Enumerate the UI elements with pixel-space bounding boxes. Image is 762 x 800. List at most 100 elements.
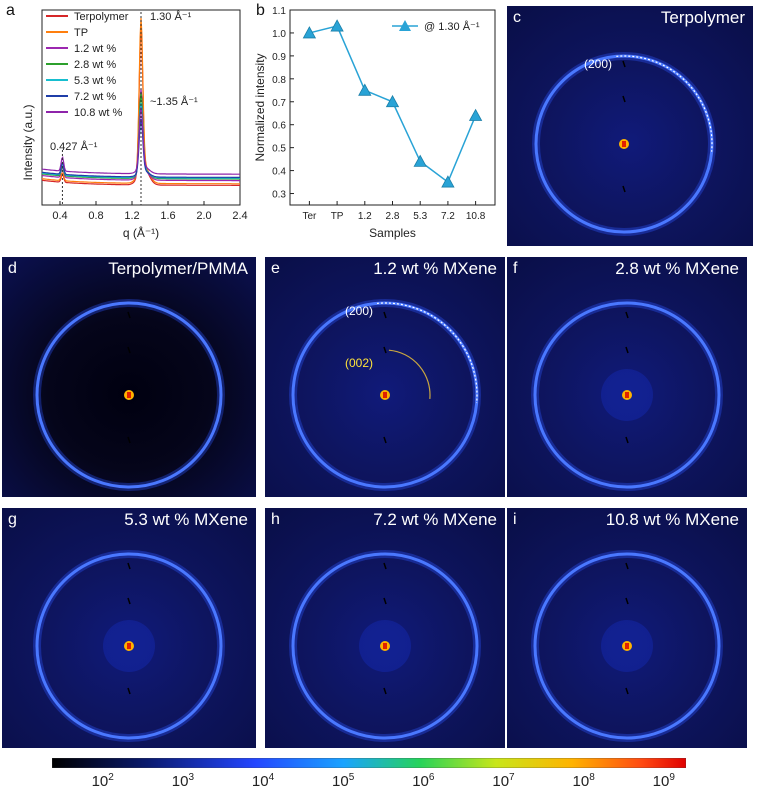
saxs-image-c: (200) (507, 6, 753, 246)
colorbar-tick-label: 104 (251, 772, 275, 790)
y-tick-label-b: 0.5 (272, 144, 286, 155)
saxs-title-h: 7.2 wt % MXene (373, 510, 497, 529)
detector-gap-mark (383, 687, 387, 695)
saxs-title-f: 2.8 wt % MXene (615, 259, 739, 278)
saxs-panel-i: i 10.8 wt % MXene (507, 508, 747, 748)
colorbar-tick-label: 105 (332, 772, 355, 790)
saxs-panel-g: g 5.3 wt % MXene (2, 508, 256, 748)
panel-letter-c: c (513, 9, 521, 26)
legend-label-a: 1.2 wt % (74, 43, 116, 55)
y-tick-label-b: 1.0 (272, 29, 286, 40)
panel-letter-d: d (8, 260, 17, 277)
panel-letter-g: g (8, 511, 17, 528)
plot-frame-b (289, 9, 496, 206)
legend-label-a: 2.8 wt % (74, 59, 116, 71)
panel-letter-b: b (256, 2, 265, 19)
x-tick-label-b: 1.2 (358, 211, 372, 222)
detector-gap-mark (127, 562, 131, 570)
y-tick-label-b: 0.8 (272, 75, 286, 86)
detector-gap-mark (383, 346, 387, 354)
arc-002 (388, 349, 431, 399)
saxs-panel-f: f 2.8 wt % MXene (507, 257, 747, 497)
saxs-background (507, 6, 753, 246)
diffraction-ring-200 (533, 301, 721, 489)
chart-a-xrd: 0.4 0.8 1.2 1.6 2.0 2.4 q (Å⁻¹) Intensity (a.u.… (21, 9, 248, 240)
detector-gap-mark (383, 436, 387, 444)
x-tick-label-a: 2.0 (196, 210, 211, 222)
x-tick-label-a: 0.8 (88, 210, 103, 222)
data-point-b (385, 94, 400, 108)
saxs-panel-h: h 7.2 wt % MXene (265, 508, 505, 748)
arc-200 (616, 55, 713, 152)
diffraction-ring-200 (291, 552, 479, 740)
series-line-a (41, 107, 240, 175)
saxs-title-c: Terpolymer (660, 8, 745, 27)
legend-label-a: TP (74, 27, 88, 39)
detector-gap-mark (625, 346, 629, 354)
y-tick-label-b: 0.9 (272, 52, 286, 63)
beam-center-core (127, 392, 131, 398)
beam-center-core (127, 643, 131, 649)
y-tick-label-b: 1.1 (272, 6, 286, 17)
saxs-panel-c: (200) c Terpolymer (507, 6, 753, 246)
detector-gap-mark (383, 597, 387, 605)
saxs-title-i: 10.8 wt % MXene (605, 510, 739, 529)
detector-gap-mark (625, 311, 629, 319)
data-point-b (441, 175, 455, 188)
series-line-a (41, 88, 240, 182)
data-point-b (330, 19, 344, 32)
detector-gap-mark (622, 60, 626, 68)
x-tick-label-b: 2.8 (386, 211, 400, 222)
arc-200 (376, 302, 478, 404)
beam-center-core (622, 141, 626, 147)
data-point-b (358, 83, 372, 96)
x-tick-label-b: 10.8 (466, 211, 486, 222)
detector-gap-mark (127, 436, 131, 444)
detector-gap-mark (383, 562, 387, 570)
detector-gap-mark (127, 346, 131, 354)
x-tick-label-b: Ter (302, 211, 317, 222)
y-tick-label-b: 0.4 (272, 167, 286, 178)
data-point-b (302, 26, 317, 39)
beam-center-core (625, 392, 629, 398)
legend-label-a: 5.3 wt % (74, 75, 116, 87)
x-tick-label-b: TP (331, 211, 344, 222)
detector-gap-mark (383, 311, 387, 319)
legend-label-a: 7.2 wt % (74, 91, 116, 103)
y-tick-label-b: 0.3 (272, 190, 286, 201)
detector-gap-mark (625, 597, 629, 605)
annotation-130: 1.30 Å⁻¹ (150, 10, 192, 23)
colorbar-tick-label: 102 (91, 772, 114, 790)
series-line-a (41, 118, 240, 178)
colorbar-tick-label: 108 (572, 772, 595, 790)
beam-center-core (383, 643, 387, 649)
saxs-image-f (507, 257, 747, 497)
saxs-title-g: 5.3 wt % MXene (124, 510, 248, 529)
diffraction-ring-200 (35, 301, 223, 489)
x-tick-label-a: 2.4 (232, 210, 247, 222)
saxs-background (2, 257, 256, 497)
x-tick-label-a: 1.2 (124, 210, 139, 222)
legend-label-a: 10.8 wt % (74, 107, 123, 119)
saxs-panel-d: d Terpolymer/PMMA (2, 257, 256, 497)
x-axis-label-a: q (Å⁻¹) (123, 225, 159, 240)
x-axis-label-b: Samples (369, 226, 416, 240)
arc-label-002: (002) (345, 356, 373, 370)
detector-gap-mark (127, 687, 131, 695)
detector-gap-mark (622, 95, 626, 103)
saxs-image-d (2, 257, 256, 497)
chart-b-normalized-intensity: 0.3 0.4 0.5 0.6 0.7 0.8 0.9 1.0 1.1 Ter TP 1.2 2.8 5.… (253, 6, 496, 240)
beam-center-core (383, 392, 387, 398)
saxs-panel-e: (200) (002) e 1.2 wt % MXene (265, 257, 505, 497)
saxs-image-i (507, 508, 747, 748)
saxs-title-e: 1.2 wt % MXene (373, 259, 497, 278)
x-tick-label-a: 0.4 (52, 210, 67, 222)
saxs-image-h (265, 508, 505, 748)
x-tick-label-b: 5.3 (413, 211, 427, 222)
annotation-0427: 0.427 Å⁻¹ (50, 140, 98, 153)
panel-letter-e: e (271, 260, 280, 277)
detector-gap-mark (127, 311, 131, 319)
x-tick-label-b: 7.2 (441, 211, 455, 222)
colorbar (52, 758, 686, 768)
legend-marker-b (399, 20, 411, 31)
